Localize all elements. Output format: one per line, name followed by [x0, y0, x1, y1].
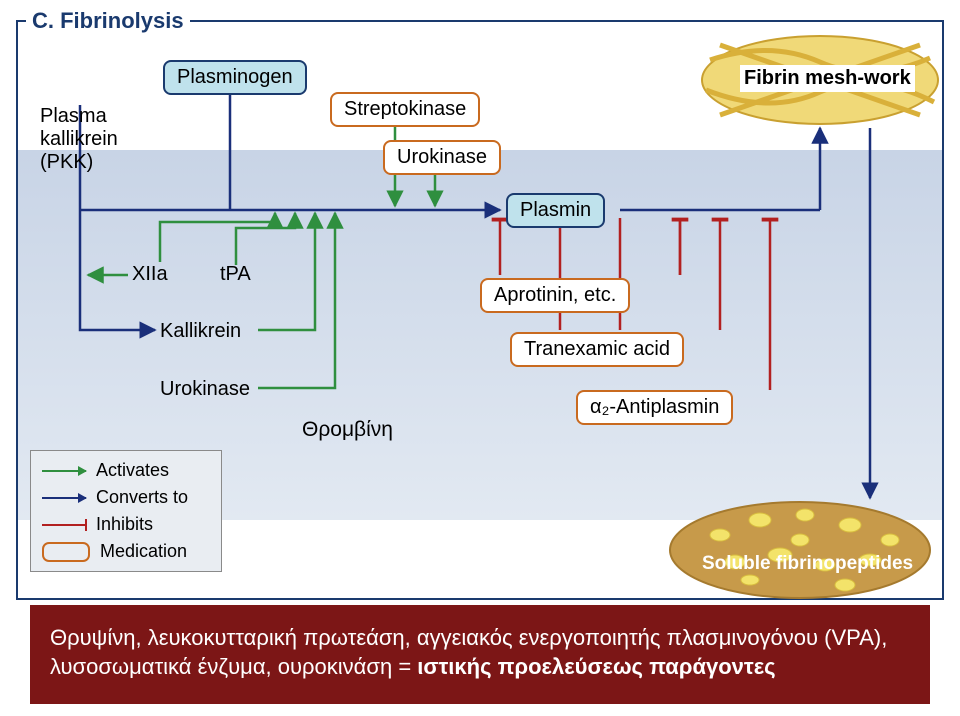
node-plasminogen: Plasminogen	[163, 60, 307, 95]
node-thrombin: Θρομβίνη	[302, 418, 393, 442]
node-tranexamic: Tranexamic acid	[510, 332, 684, 367]
node-fibrin-mesh-label: Fibrin mesh-work	[740, 65, 915, 92]
legend-inhibits-label: Inhibits	[96, 514, 153, 535]
legend-converts-label: Converts to	[96, 487, 188, 508]
node-aprotinin: Aprotinin, etc.	[480, 278, 630, 313]
node-plasmin: Plasmin	[506, 193, 605, 228]
node-urokinase-top: Urokinase	[383, 140, 501, 175]
node-tpa: tPA	[220, 263, 251, 286]
legend-inhibits: Inhibits	[42, 514, 153, 535]
legend-converts-arrow	[42, 497, 86, 499]
caption-text-bold: ιστικής προελεύσεως παράγοντες	[417, 654, 775, 679]
caption-bar: Θρυψίνη, λευκοκυτταρική πρωτεάση, αγγεια…	[30, 605, 930, 704]
node-pkk-l3: (PKK)	[40, 151, 93, 173]
panel-title: C. Fibrinolysis	[26, 8, 190, 34]
node-soluble-label: Soluble fibrinopeptides	[702, 553, 913, 575]
node-streptokinase: Streptokinase	[330, 92, 480, 127]
legend-converts: Converts to	[42, 487, 188, 508]
node-pkk-l1: Plasma	[40, 105, 107, 127]
node-urokinase-bottom: Urokinase	[160, 378, 250, 401]
page: C. Fibrinolysis	[0, 0, 960, 716]
legend-medication: Medication	[42, 541, 187, 562]
legend-inhibits-arrow	[42, 524, 86, 526]
legend-medication-swatch	[42, 542, 90, 562]
node-kallikrein: Kallikrein	[160, 320, 241, 343]
node-antiplasmin: α₂-Antiplasmin	[576, 390, 733, 425]
legend-activates-arrow	[42, 470, 86, 472]
node-pkk: Plasma kallikrein (PKK)	[40, 105, 118, 174]
node-xiia: XIIa	[132, 263, 168, 286]
legend-activates: Activates	[42, 460, 169, 481]
legend-activates-label: Activates	[96, 460, 169, 481]
node-pkk-l2: kallikrein	[40, 128, 118, 150]
legend-medication-label: Medication	[100, 541, 187, 562]
